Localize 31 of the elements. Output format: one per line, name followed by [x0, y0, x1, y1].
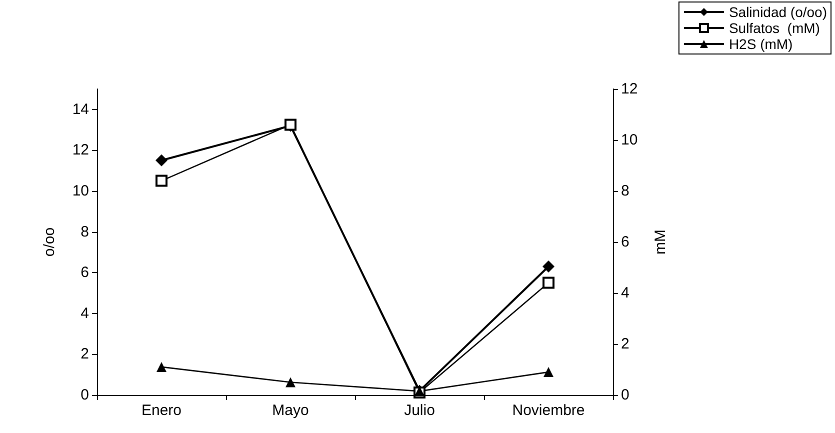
y-tick-label: 12: [72, 142, 89, 159]
y-tick-label: 14: [72, 100, 89, 118]
point: [544, 367, 554, 378]
point: [542, 276, 554, 289]
y-tick-label: 0: [80, 386, 89, 404]
y2-tick-label: 12: [621, 80, 638, 98]
y2-tick-label: 8: [621, 182, 630, 200]
y2-axis-title: mM: [652, 230, 669, 254]
x-tick-label: Enero: [141, 402, 182, 419]
y-tick-label: 8: [80, 223, 89, 240]
y2-tick-label: 2: [621, 336, 630, 352]
x-tick-label: Mayo: [272, 402, 309, 419]
x-tick-label: Julio: [404, 402, 435, 419]
point: [542, 260, 554, 272]
y-tick-label: 6: [80, 264, 89, 282]
y2-tick-label: 4: [621, 284, 630, 302]
y2-tick-label: 10: [621, 132, 638, 148]
point: [156, 154, 168, 166]
y-tick-label: 2: [80, 346, 89, 363]
y-tick-label: 10: [72, 182, 89, 200]
x-tick-label: Noviembre: [512, 402, 585, 419]
y2-tick-label: 6: [621, 234, 630, 250]
legend-label: Salinidad (o/oo): [728, 4, 827, 20]
legend-label: Sulfatos (mM): [728, 20, 820, 36]
y2-tick-label: 0: [621, 386, 630, 404]
point: [286, 377, 296, 388]
y-tick-label: 4: [80, 304, 89, 322]
y-axis-title: o/oo: [41, 227, 58, 257]
legend-label: H2S (mM): [728, 36, 793, 52]
point: [156, 362, 166, 372]
point: [156, 174, 168, 187]
